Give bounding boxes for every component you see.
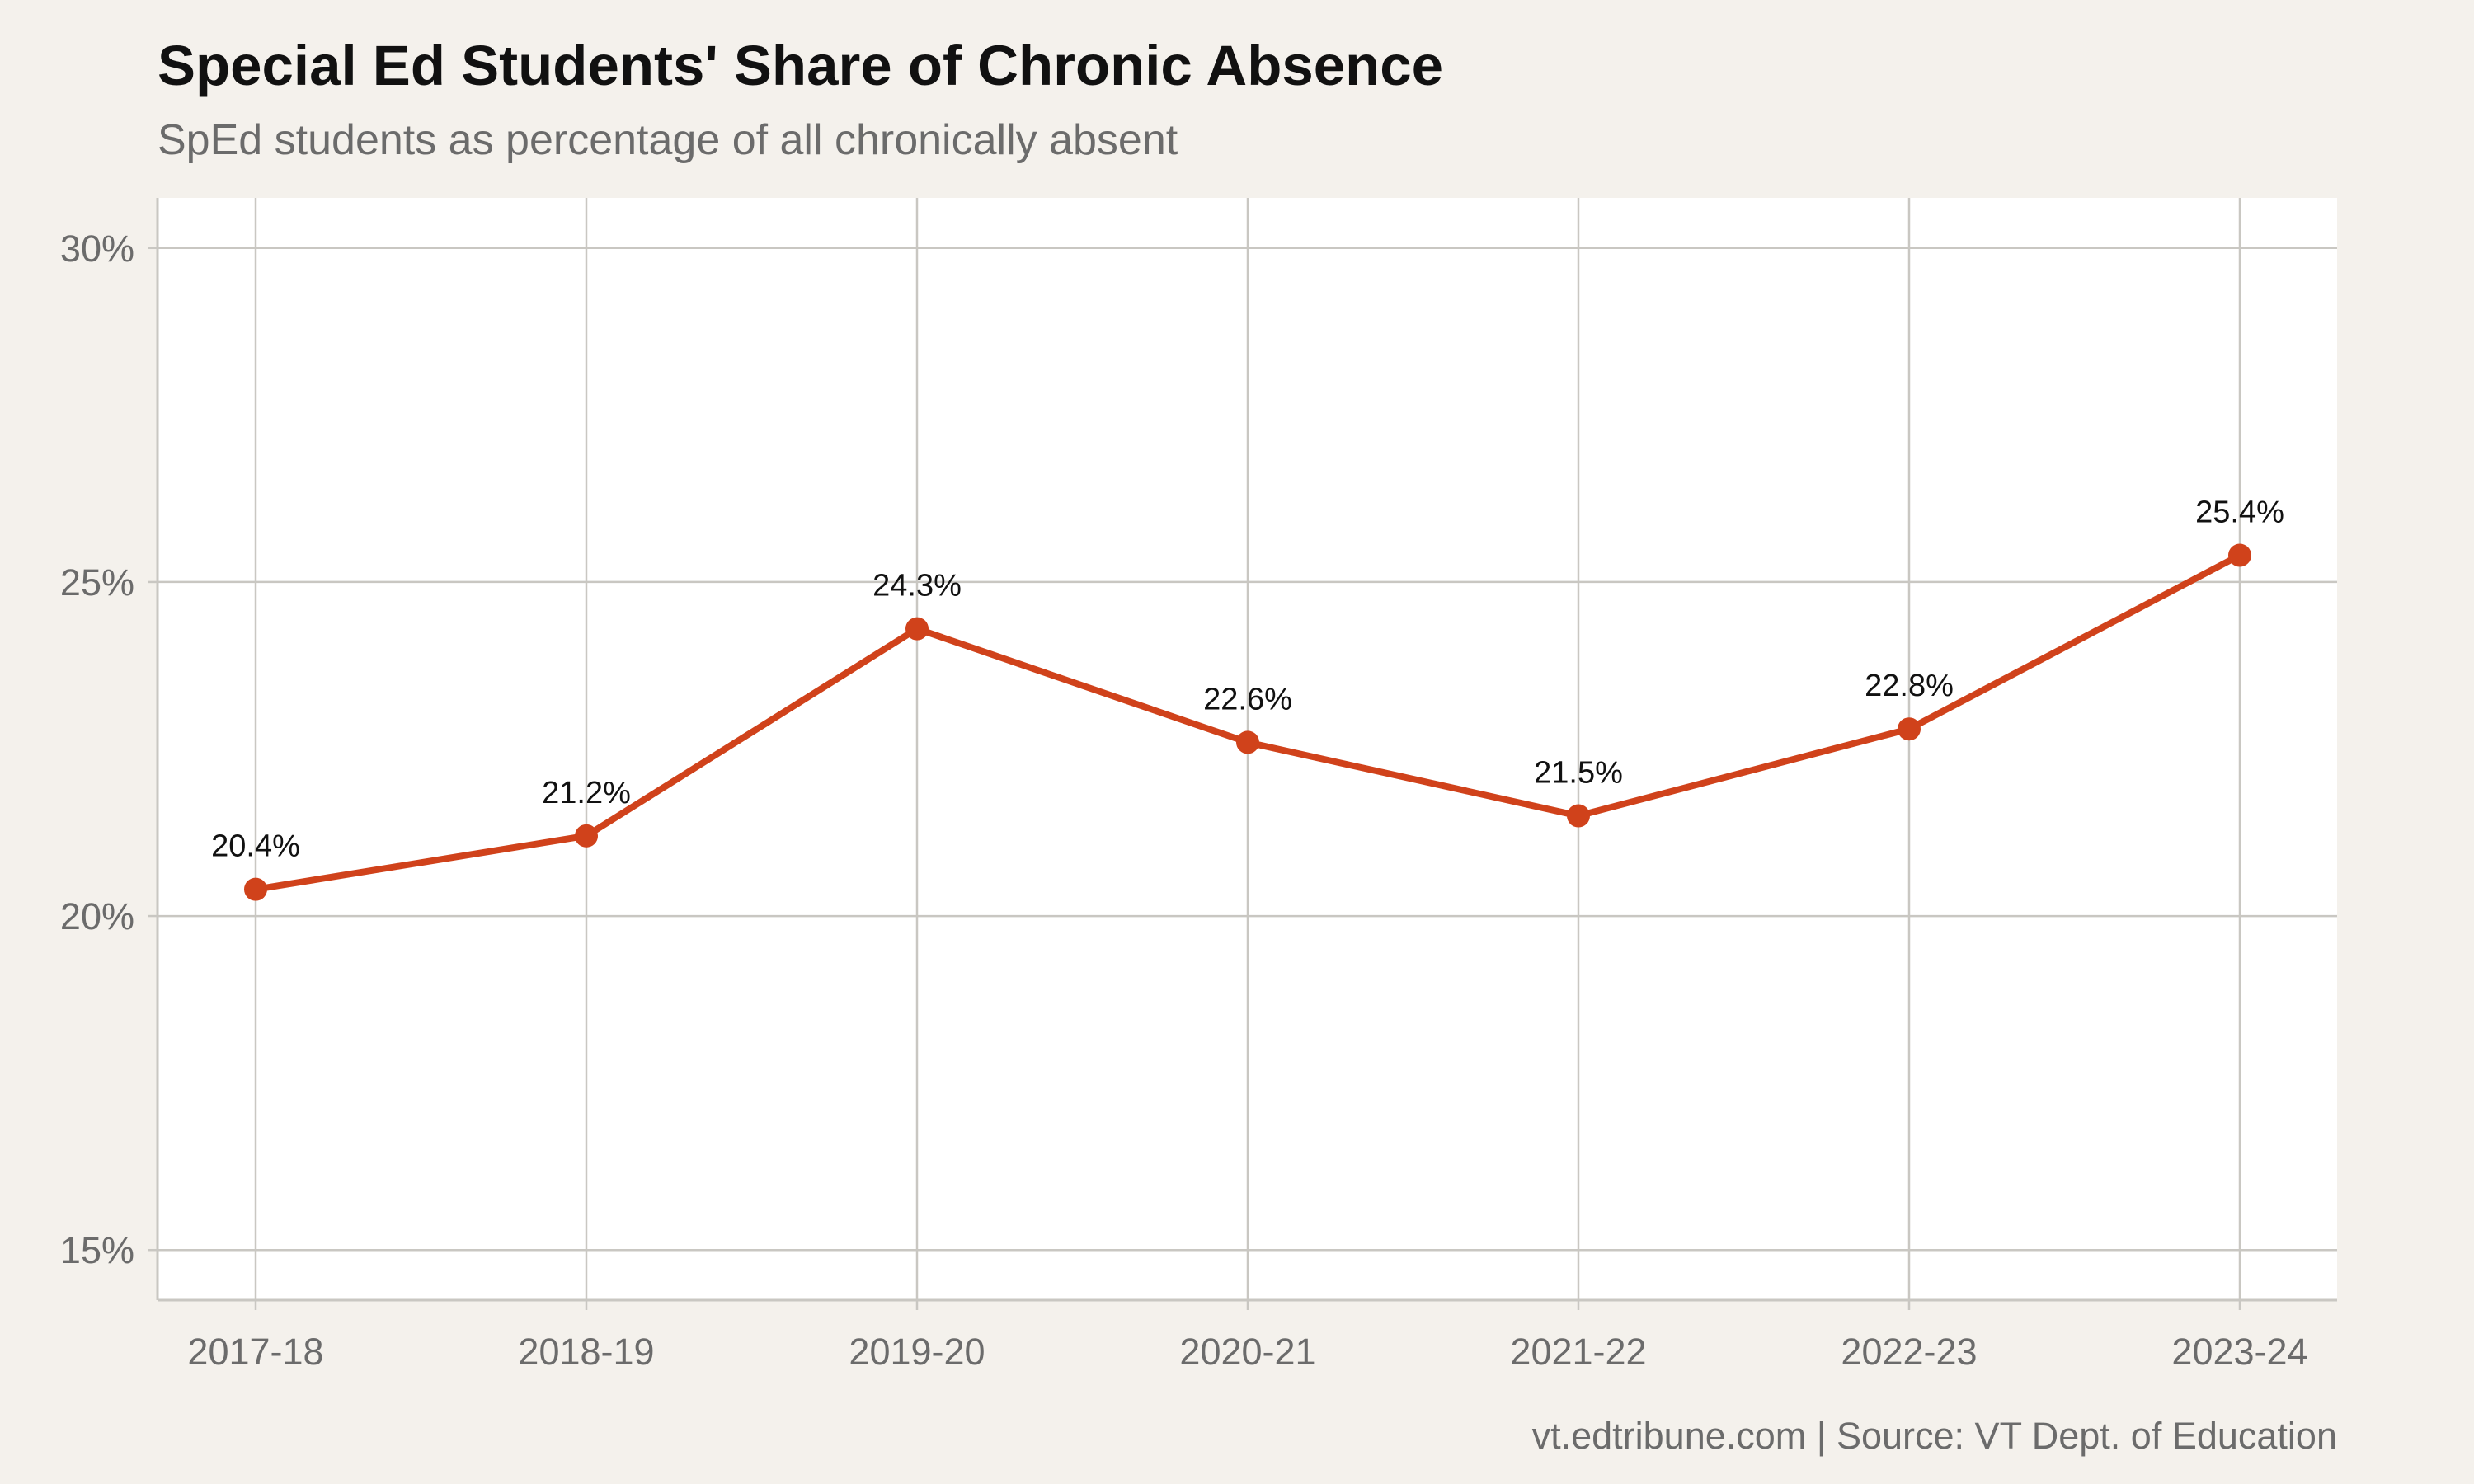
data-point [1236,730,1259,754]
x-tick-label: 2018-19 [518,1331,654,1373]
data-point [575,824,598,848]
x-tick-label: 2020-21 [1179,1331,1315,1373]
data-point [1898,717,1921,741]
chart-title: Special Ed Students' Share of Chronic Ab… [158,34,1444,97]
x-tick-label: 2017-18 [187,1331,323,1373]
data-point [2228,543,2251,567]
data-point [905,617,929,641]
data-label: 22.6% [1203,682,1292,716]
y-tick-label: 20% [60,895,134,937]
source-caption: vt.edtribune.com | Source: VT Dept. of E… [1531,1415,2337,1457]
x-tick-label: 2023-24 [2171,1331,2307,1373]
data-label: 21.2% [542,776,631,810]
data-label: 25.4% [2195,495,2284,530]
y-tick-label: 30% [60,228,134,270]
data-label: 21.5% [1534,756,1623,791]
chart-subtitle: SpEd students as percentage of all chron… [158,116,1178,164]
x-tick-label: 2021-22 [1510,1331,1646,1373]
data-label: 20.4% [211,829,300,864]
y-tick-label: 15% [60,1229,134,1271]
x-tick-label: 2019-20 [849,1331,985,1373]
data-point [1567,804,1590,828]
data-label: 22.8% [1865,669,1954,703]
data-label: 24.3% [872,569,962,603]
x-tick-label: 2022-23 [1841,1331,1977,1373]
data-point [244,877,267,901]
y-tick-label: 25% [60,561,134,603]
